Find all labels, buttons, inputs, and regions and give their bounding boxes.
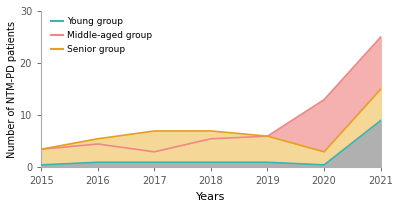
X-axis label: Years: Years bbox=[196, 192, 226, 202]
Legend: Young group, Middle-aged group, Senior group: Young group, Middle-aged group, Senior g… bbox=[49, 15, 154, 56]
Y-axis label: Number of NTM-PD patients: Number of NTM-PD patients bbox=[7, 21, 17, 158]
